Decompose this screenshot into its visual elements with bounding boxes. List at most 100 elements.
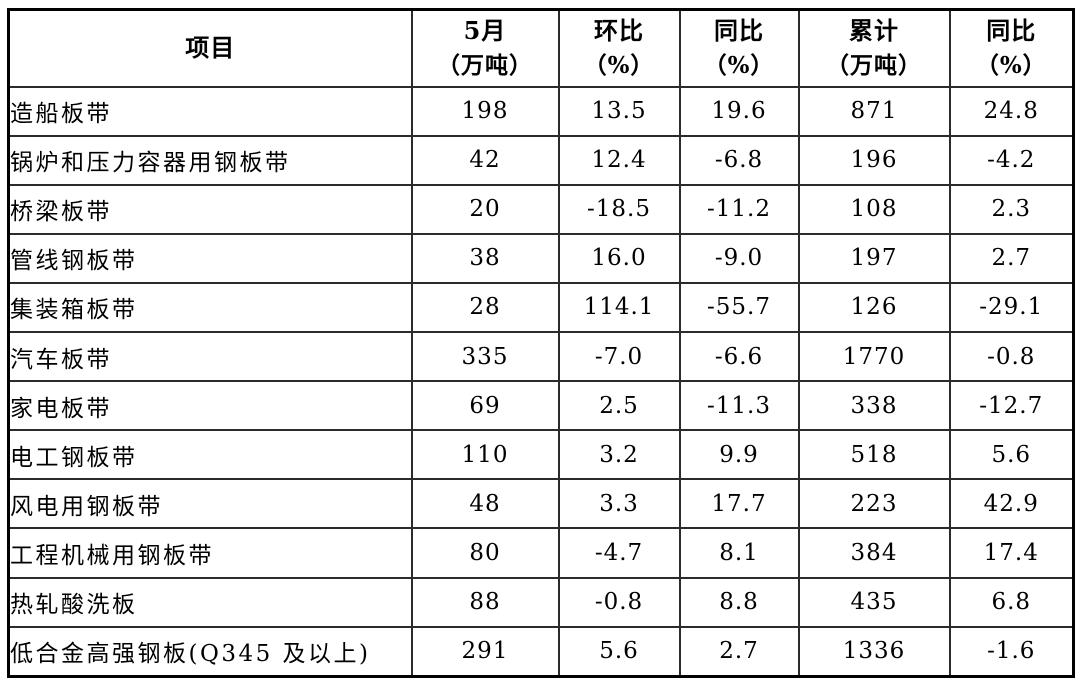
value-cell: 13.5 bbox=[557, 85, 681, 137]
value-cell: 110 bbox=[410, 429, 560, 481]
column-header-1: 5月 （万吨） bbox=[410, 8, 560, 88]
value-cell: 2.7 bbox=[678, 625, 800, 678]
value-cell: 69 bbox=[410, 380, 560, 432]
table-row: 桥梁板带 20 -18.5 -11.2 108 2.3 bbox=[7, 183, 1075, 235]
column-header-unit: （万吨） bbox=[437, 51, 533, 79]
item-name-cell: 家电板带 bbox=[7, 380, 413, 432]
value-cell: 19.6 bbox=[678, 85, 800, 137]
value-cell: 291 bbox=[410, 625, 560, 678]
value-cell: 114.1 bbox=[557, 281, 681, 334]
item-name-cell: 造船板带 bbox=[7, 85, 413, 137]
column-header-3: 同比 （%） bbox=[678, 8, 800, 88]
value-cell: 223 bbox=[797, 478, 951, 530]
item-name-cell: 低合金高强钢板(Q345 及以上) bbox=[7, 625, 413, 678]
value-cell: 88 bbox=[410, 576, 560, 628]
table-row: 造船板带 198 13.5 19.6 871 24.8 bbox=[7, 85, 1075, 137]
value-cell: 38 bbox=[410, 232, 560, 284]
value-cell: 1336 bbox=[797, 625, 951, 678]
value-cell: 8.1 bbox=[678, 527, 800, 579]
value-cell: 8.8 bbox=[678, 576, 800, 628]
column-header-unit: （万吨） bbox=[826, 51, 922, 79]
column-header-0: 项目 bbox=[7, 8, 413, 88]
item-name-cell: 工程机械用钢板带 bbox=[7, 527, 413, 579]
value-cell: 80 bbox=[410, 527, 560, 579]
item-name-cell: 风电用钢板带 bbox=[7, 478, 413, 530]
value-cell: -11.3 bbox=[678, 380, 800, 432]
value-cell: 17.7 bbox=[678, 478, 800, 530]
value-cell: 9.9 bbox=[678, 429, 800, 481]
item-name-cell: 锅炉和压力容器用钢板带 bbox=[7, 134, 413, 186]
table-row: 锅炉和压力容器用钢板带 42 12.4 -6.8 196 -4.2 bbox=[7, 134, 1075, 186]
value-cell: -6.8 bbox=[678, 134, 800, 186]
column-header-label: 5月 bbox=[463, 16, 507, 46]
value-cell: 384 bbox=[797, 527, 951, 579]
column-header-label: 同比 bbox=[714, 16, 764, 46]
column-header-unit: （%） bbox=[583, 51, 655, 79]
column-header-4: 累计 （万吨） bbox=[797, 8, 951, 88]
value-cell: 6.8 bbox=[948, 576, 1075, 628]
column-header-label: 环比 bbox=[594, 16, 644, 46]
value-cell: 5.6 bbox=[948, 429, 1075, 481]
column-header-label: 项目 bbox=[185, 32, 236, 62]
table-header-row: 项目 5月 （万吨） 环比 （%） 同比 （%） 累计 （万吨） 同比 （%） bbox=[7, 8, 1075, 88]
value-cell: 196 bbox=[797, 134, 951, 186]
table-row: 电工钢板带 110 3.2 9.9 518 5.6 bbox=[7, 429, 1075, 481]
value-cell: 338 bbox=[797, 380, 951, 432]
value-cell: -29.1 bbox=[948, 281, 1075, 334]
table-row: 管线钢板带 38 16.0 -9.0 197 2.7 bbox=[7, 232, 1075, 284]
value-cell: 1770 bbox=[797, 331, 951, 383]
value-cell: 435 bbox=[797, 576, 951, 628]
value-cell: 197 bbox=[797, 232, 951, 284]
column-header-unit: （%） bbox=[703, 51, 775, 79]
value-cell: -11.2 bbox=[678, 183, 800, 235]
value-cell: 335 bbox=[410, 331, 560, 383]
value-cell: 20 bbox=[410, 183, 560, 235]
table-row: 汽车板带 335 -7.0 -6.6 1770 -0.8 bbox=[7, 331, 1075, 383]
column-header-label: 累计 bbox=[849, 16, 899, 46]
value-cell: -4.7 bbox=[557, 527, 681, 579]
value-cell: 42 bbox=[410, 134, 560, 186]
value-cell: -1.6 bbox=[948, 625, 1075, 678]
value-cell: 2.3 bbox=[948, 183, 1075, 235]
item-name-cell: 电工钢板带 bbox=[7, 429, 413, 481]
item-name-cell: 桥梁板带 bbox=[7, 183, 413, 235]
value-cell: 3.3 bbox=[557, 478, 681, 530]
table-row: 家电板带 69 2.5 -11.3 338 -12.7 bbox=[7, 380, 1075, 432]
value-cell: 28 bbox=[410, 281, 560, 334]
value-cell: 48 bbox=[410, 478, 560, 530]
value-cell: 24.8 bbox=[948, 85, 1075, 137]
value-cell: -12.7 bbox=[948, 380, 1075, 432]
table-row: 工程机械用钢板带 80 -4.7 8.1 384 17.4 bbox=[7, 527, 1075, 579]
value-cell: -18.5 bbox=[557, 183, 681, 235]
value-cell: 42.9 bbox=[948, 478, 1075, 530]
value-cell: 5.6 bbox=[557, 625, 681, 678]
value-cell: -6.6 bbox=[678, 331, 800, 383]
table-row: 风电用钢板带 48 3.3 17.7 223 42.9 bbox=[7, 478, 1075, 530]
column-header-2: 环比 （%） bbox=[557, 8, 681, 88]
value-cell: -9.0 bbox=[678, 232, 800, 284]
value-cell: -7.0 bbox=[557, 331, 681, 383]
column-header-unit: （%） bbox=[975, 51, 1047, 79]
item-name-cell: 热轧酸洗板 bbox=[7, 576, 413, 628]
value-cell: 871 bbox=[797, 85, 951, 137]
item-name-cell: 管线钢板带 bbox=[7, 232, 413, 284]
value-cell: 2.7 bbox=[948, 232, 1075, 284]
table-row: 低合金高强钢板(Q345 及以上) 291 5.6 2.7 1336 -1.6 bbox=[7, 625, 1075, 678]
value-cell: -0.8 bbox=[948, 331, 1075, 383]
value-cell: 12.4 bbox=[557, 134, 681, 186]
item-name-cell: 汽车板带 bbox=[7, 331, 413, 383]
value-cell: 17.4 bbox=[948, 527, 1075, 579]
value-cell: -4.2 bbox=[948, 134, 1075, 186]
item-name-cell: 集装箱板带 bbox=[7, 281, 413, 334]
table-row: 集装箱板带 28 114.1 -55.7 126 -29.1 bbox=[7, 281, 1075, 334]
value-cell: -55.7 bbox=[678, 281, 800, 334]
value-cell: 518 bbox=[797, 429, 951, 481]
value-cell: 108 bbox=[797, 183, 951, 235]
value-cell: 16.0 bbox=[557, 232, 681, 284]
value-cell: 3.2 bbox=[557, 429, 681, 481]
value-cell: -0.8 bbox=[557, 576, 681, 628]
value-cell: 198 bbox=[410, 85, 560, 137]
value-cell: 2.5 bbox=[557, 380, 681, 432]
table-row: 热轧酸洗板 88 -0.8 8.8 435 6.8 bbox=[7, 576, 1075, 628]
